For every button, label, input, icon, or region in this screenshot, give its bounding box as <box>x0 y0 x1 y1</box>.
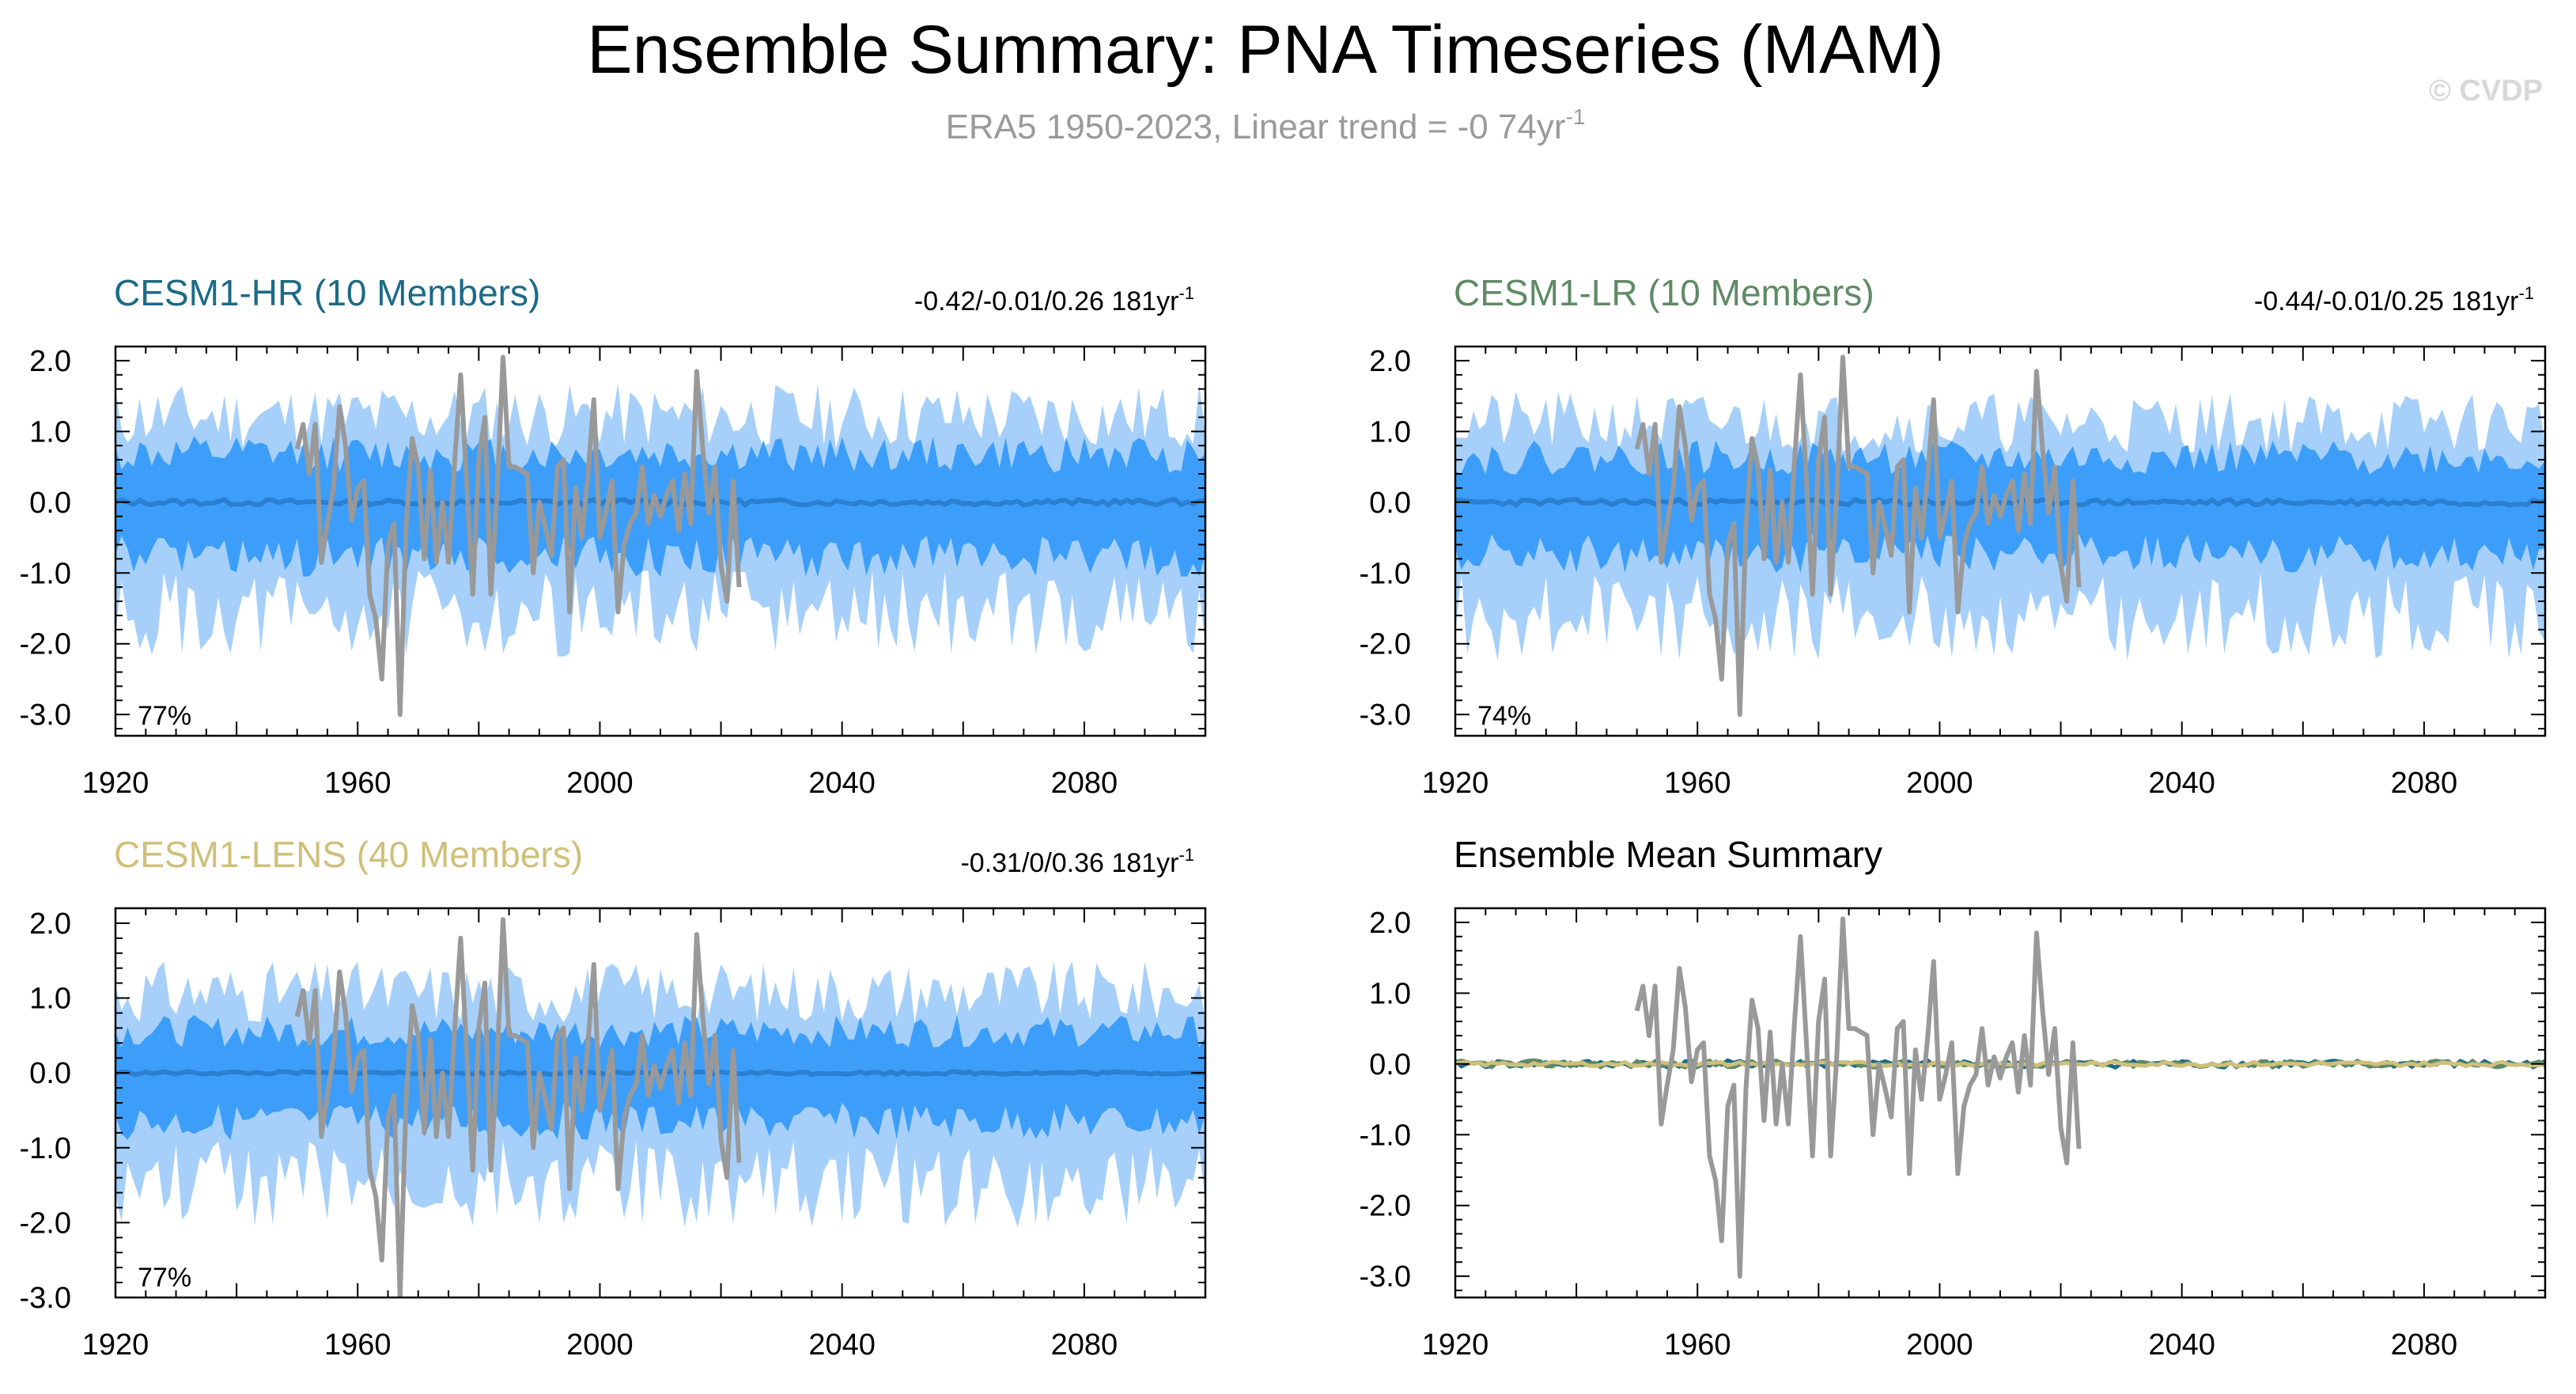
x-tick-label: 2080 <box>1051 1328 1118 1362</box>
y-tick-label: 0.0 <box>1369 1048 1411 1081</box>
x-tick-label: 1920 <box>82 1328 149 1362</box>
x-tick-label: 1920 <box>1422 1328 1489 1362</box>
observed-line <box>1634 916 2082 1279</box>
y-tick-label: -1.0 <box>1360 1119 1411 1152</box>
plot-area <box>1455 916 2545 1279</box>
y-tick-label: -2.0 <box>1360 628 1411 661</box>
x-tick-label: 2080 <box>1051 767 1118 800</box>
trend-value: -0.31/0/0.36 181yr <box>960 848 1178 878</box>
panel-cesm1-lens: 1920 1960 2000 2040 2080 2.0 1.0 0.0 -1.0 -2.0 -3.… <box>20 834 1207 1362</box>
trend-value: -0.42/-0.01/0.26 181yr <box>914 286 1179 316</box>
panel-cesm1-lr: 1920 1960 2000 2040 2080 2.0 1.0 0.0 -1.0 -2.0 -3.… <box>1360 272 2547 800</box>
plot-area <box>115 354 1205 718</box>
y-tick-label: -3.0 <box>20 1282 71 1315</box>
panel-ensemble-mean-summary: 1920 1960 2000 2040 2080 2.0 1.0 0.0 -1.0 -2.0 -3.… <box>1360 834 2547 1362</box>
trend-unit-superscript: -1 <box>1178 845 1194 865</box>
percent-label: 77% <box>138 1263 191 1293</box>
percent-label: 74% <box>1477 701 1531 731</box>
plot-area <box>1455 354 2545 718</box>
x-tick-label: 2000 <box>1906 767 1973 800</box>
x-tick-label: 2000 <box>566 767 634 800</box>
panel-trend-text: -0.42/-0.01/0.26 181yr-1 <box>914 283 1194 316</box>
panel-title: CESM1-HR (10 Members) <box>114 272 540 313</box>
trend-unit-superscript: -1 <box>2518 283 2534 303</box>
x-tick-label: 2040 <box>2148 767 2215 800</box>
ensemble-mean-series-line <box>1455 1059 2545 1069</box>
observed-line <box>294 917 742 1297</box>
observed-line <box>1634 354 2082 718</box>
x-tick-label: 2040 <box>2148 1328 2215 1362</box>
y-tick-label: 2.0 <box>29 907 71 941</box>
ensemble-mean-line <box>115 1069 1205 1078</box>
y-tick-label: -2.0 <box>20 628 71 661</box>
y-tick-label: 1.0 <box>1369 977 1411 1010</box>
y-tick-label: -1.0 <box>20 557 71 590</box>
y-tick-label: -3.0 <box>1360 699 1411 732</box>
inner-spread-band <box>115 1014 1205 1140</box>
panel-title: CESM1-LR (10 Members) <box>1454 272 1874 313</box>
ensemble-mean-line <box>115 497 1205 509</box>
observed-line <box>294 354 742 718</box>
y-tick-label: -2.0 <box>20 1206 71 1240</box>
figure-title: Ensemble Summary: PNA Timeseries (MAM) <box>587 12 1944 88</box>
y-tick-label: 2.0 <box>29 345 71 378</box>
x-tick-label: 1920 <box>1422 767 1489 800</box>
subtitle-superscript: -1 <box>1566 104 1586 129</box>
y-tick-label: 2.0 <box>1369 907 1411 940</box>
x-tick-label: 1960 <box>324 1328 392 1362</box>
panel-title: CESM1-LENS (40 Members) <box>114 834 583 875</box>
y-tick-label: -3.0 <box>1360 1260 1411 1294</box>
figure-subtitle: ERA5 1950-2023, Linear trend = -0 74yr-1 <box>946 104 1586 146</box>
trend-value: -0.44/-0.01/0.25 181yr <box>2254 286 2519 316</box>
y-tick-label: 0.0 <box>29 1057 71 1090</box>
x-tick-label: 2040 <box>808 767 876 800</box>
x-tick-label: 1960 <box>1664 767 1731 800</box>
y-tick-label: -1.0 <box>20 1132 71 1165</box>
y-tick-label: 1.0 <box>29 415 71 449</box>
x-tick-label: 2080 <box>2391 1328 2458 1362</box>
percent-label: 77% <box>138 701 191 731</box>
subtitle-main: ERA5 1950-2023, Linear trend = -0 74yr <box>946 108 1566 146</box>
x-tick-label: 2040 <box>808 1328 876 1362</box>
panel-cesm1-hr: 1920 1960 2000 2040 2080 2.0 1.0 0.0 -1.0 -2.0 -3.… <box>20 272 1207 800</box>
y-tick-label: 0.0 <box>29 487 71 520</box>
x-tick-label: 1960 <box>1664 1328 1731 1362</box>
x-tick-label: 2000 <box>1906 1328 1973 1362</box>
watermark: © CVDP <box>2429 74 2543 108</box>
ensemble-mean-line <box>1455 496 2545 508</box>
panel-title: Ensemble Mean Summary <box>1454 834 1882 875</box>
plot-frame <box>1454 907 2547 1299</box>
panel-trend-text: -0.31/0/0.36 181yr-1 <box>960 845 1194 878</box>
trend-unit-superscript: -1 <box>1178 283 1194 303</box>
panel-trend-text: -0.44/-0.01/0.25 181yr-1 <box>2254 283 2534 316</box>
x-tick-label: 2080 <box>2391 767 2458 800</box>
y-tick-label: 1.0 <box>1369 415 1411 449</box>
x-tick-label: 2000 <box>566 1328 634 1362</box>
y-tick-label: 1.0 <box>29 983 71 1016</box>
y-tick-label: -3.0 <box>20 699 71 732</box>
y-tick-label: -1.0 <box>1360 557 1411 590</box>
y-tick-label: 2.0 <box>1369 345 1411 378</box>
y-tick-label: 0.0 <box>1369 487 1411 520</box>
x-tick-label: 1920 <box>82 767 149 800</box>
plot-area <box>115 917 1205 1297</box>
x-tick-label: 1960 <box>324 767 392 800</box>
y-tick-label: -2.0 <box>1360 1190 1411 1223</box>
